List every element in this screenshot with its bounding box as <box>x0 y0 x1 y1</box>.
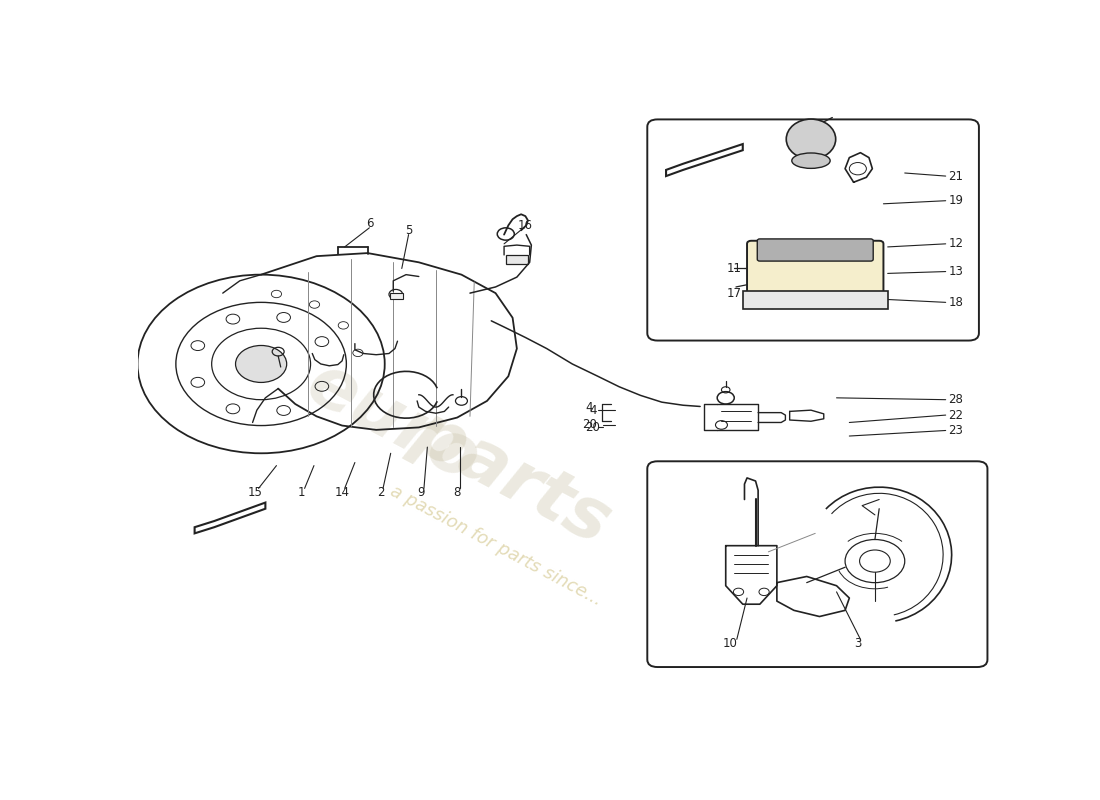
Text: 3: 3 <box>855 637 861 650</box>
Text: 1: 1 <box>297 486 305 498</box>
Text: 16: 16 <box>518 219 532 232</box>
Bar <box>506 255 528 263</box>
Text: 10: 10 <box>723 637 737 650</box>
Ellipse shape <box>786 119 836 159</box>
Polygon shape <box>195 502 265 534</box>
Text: a passion for parts since...: a passion for parts since... <box>386 482 605 610</box>
Text: 20: 20 <box>582 418 597 431</box>
Text: 8: 8 <box>453 486 461 498</box>
FancyBboxPatch shape <box>647 119 979 341</box>
Text: 19: 19 <box>948 194 964 207</box>
Text: 4: 4 <box>585 401 593 414</box>
Polygon shape <box>666 144 743 176</box>
Bar <box>389 293 404 299</box>
Text: 15: 15 <box>248 486 263 498</box>
Text: 17: 17 <box>727 286 741 300</box>
FancyBboxPatch shape <box>757 239 873 261</box>
Bar <box>742 291 888 309</box>
Text: 21: 21 <box>948 170 964 182</box>
Text: euro: euro <box>295 349 492 497</box>
Text: 18: 18 <box>948 296 964 309</box>
FancyBboxPatch shape <box>647 462 988 667</box>
Circle shape <box>767 300 779 309</box>
FancyBboxPatch shape <box>747 241 883 296</box>
Text: 20: 20 <box>585 421 601 434</box>
Text: 14: 14 <box>334 486 350 498</box>
Text: 23: 23 <box>948 424 964 437</box>
Circle shape <box>235 346 287 382</box>
Text: parts: parts <box>403 398 623 558</box>
Circle shape <box>844 300 856 309</box>
Text: 5: 5 <box>405 224 412 237</box>
Text: 13: 13 <box>948 265 964 278</box>
Text: 6: 6 <box>365 217 373 230</box>
Circle shape <box>794 126 828 151</box>
Text: 2: 2 <box>376 486 384 498</box>
Text: 9: 9 <box>418 486 425 498</box>
Text: 12: 12 <box>948 238 964 250</box>
Ellipse shape <box>792 153 830 168</box>
Text: 4: 4 <box>588 404 596 417</box>
Text: 11: 11 <box>727 262 741 275</box>
Text: 28: 28 <box>948 393 964 406</box>
Text: 22: 22 <box>948 409 964 422</box>
